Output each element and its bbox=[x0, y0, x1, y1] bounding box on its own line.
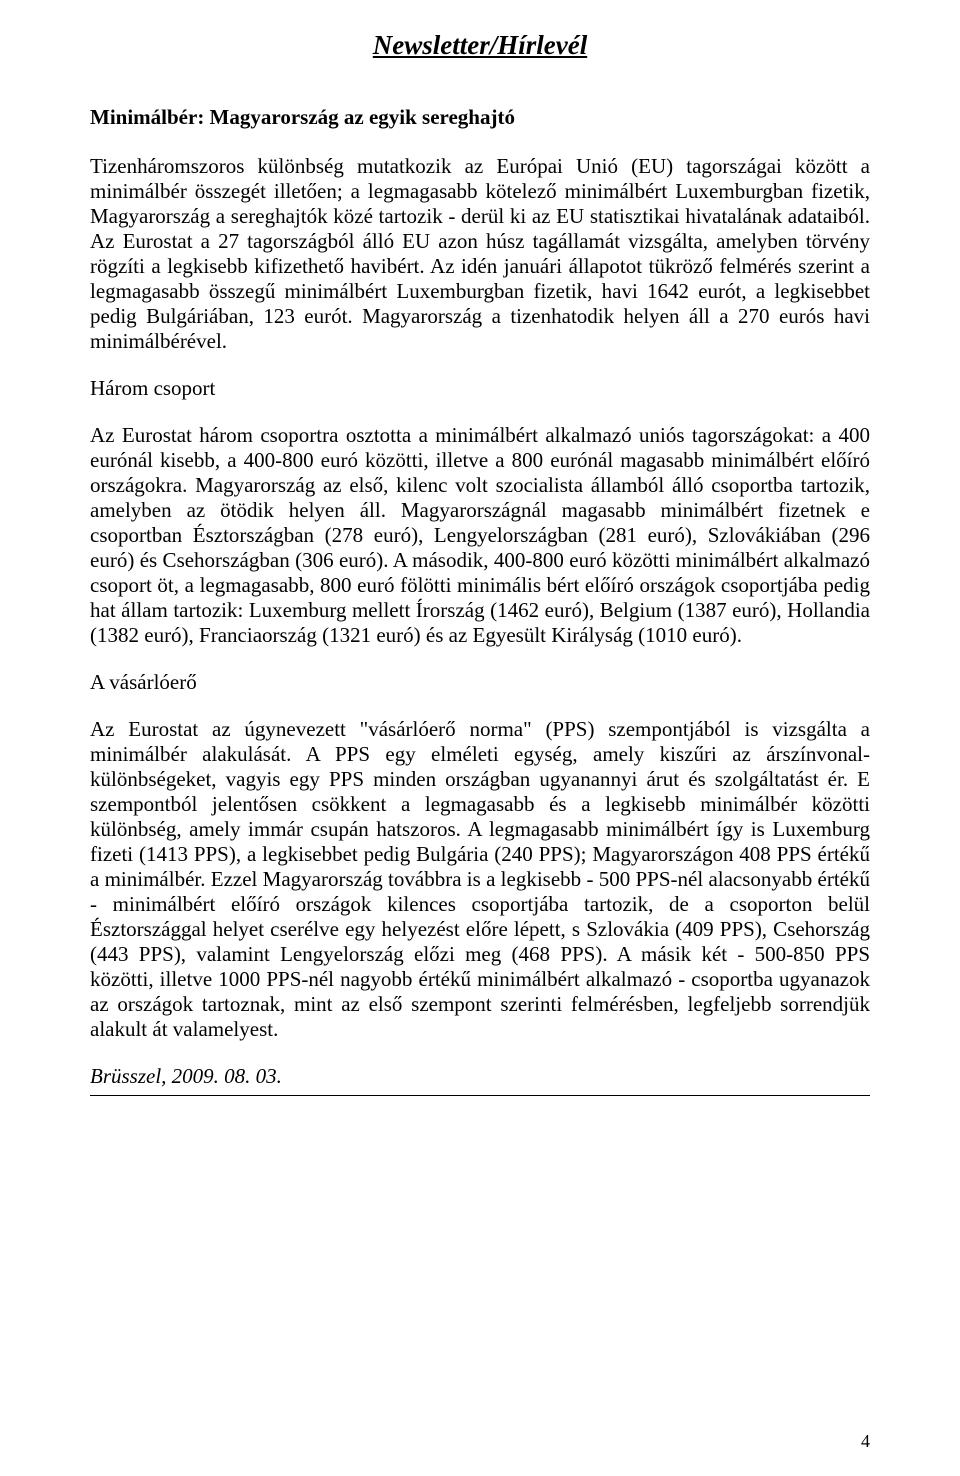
newsletter-header: Newsletter/Hírlevél bbox=[90, 30, 870, 61]
paragraph-intro: Tizenháromszoros különbség mutatkozik az… bbox=[90, 154, 870, 354]
dateline: Brüsszel, 2009. 08. 03. bbox=[90, 1064, 870, 1089]
horizontal-rule bbox=[90, 1095, 870, 1096]
paragraph-groups: Az Eurostat három csoportra osztotta a m… bbox=[90, 423, 870, 648]
document-page: Newsletter/Hírlevél Minimálbér: Magyaror… bbox=[0, 0, 960, 1476]
paragraph-pps: Az Eurostat az úgynevezett "vásárlóerő n… bbox=[90, 717, 870, 1042]
page-number: 4 bbox=[861, 1431, 870, 1452]
subheading-pps: A vásárlóerő bbox=[90, 670, 870, 695]
article-title: Minimálbér: Magyarország az egyik seregh… bbox=[90, 105, 870, 130]
subheading-groups: Három csoport bbox=[90, 376, 870, 401]
